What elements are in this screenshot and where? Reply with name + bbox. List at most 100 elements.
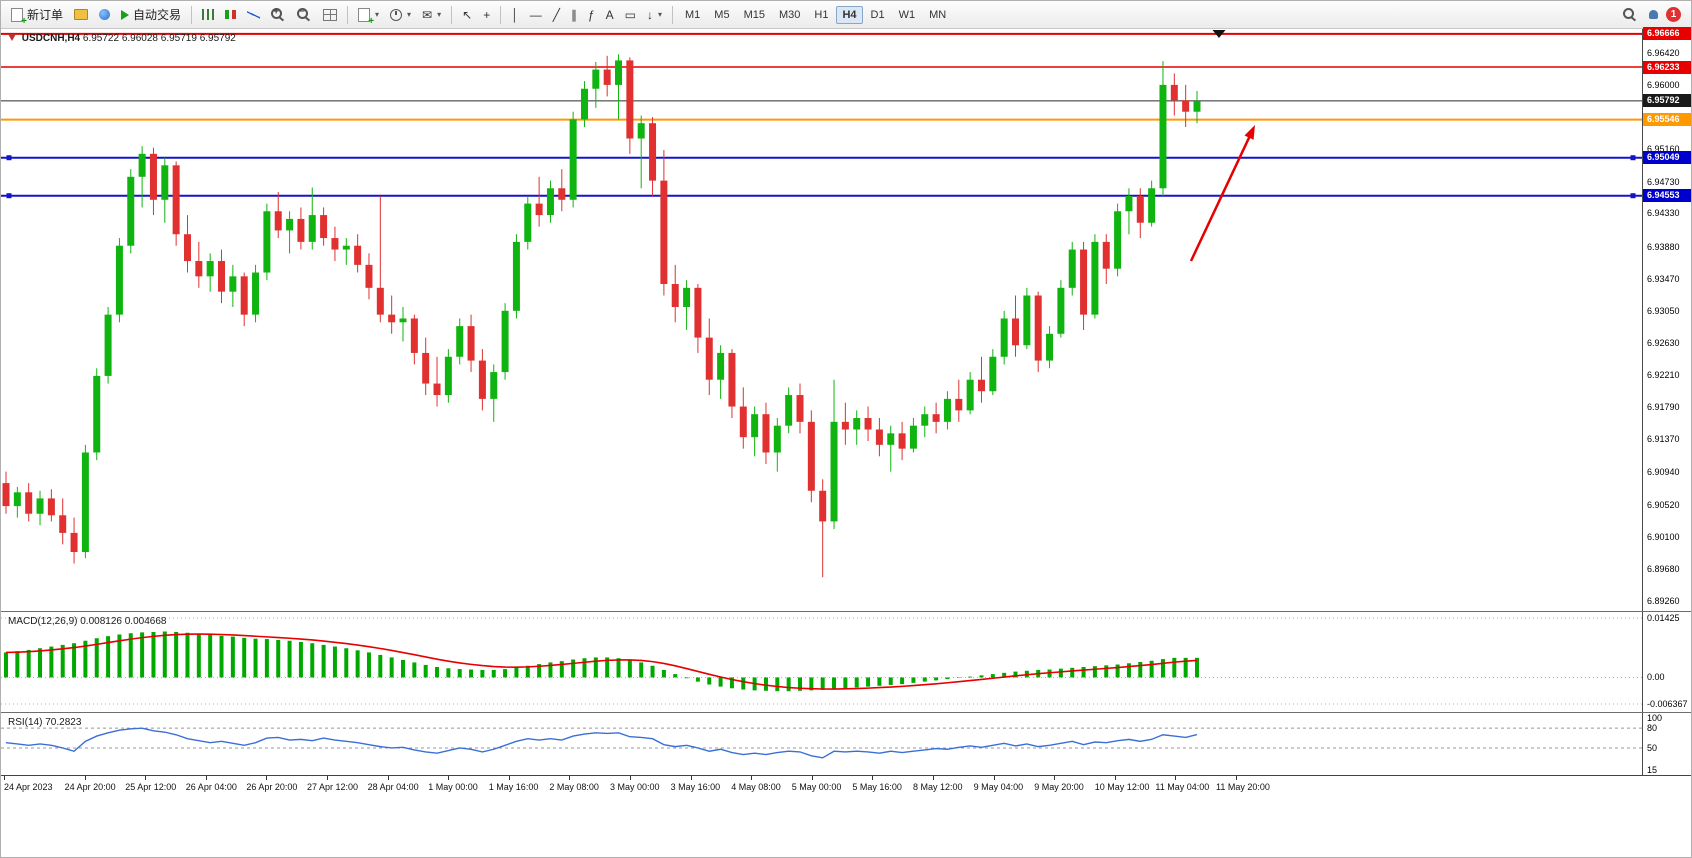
price-tick-label: 6.93050	[1647, 305, 1680, 316]
templates-button[interactable]: ✉ ▾	[417, 3, 446, 26]
macd-main-value: 0.008126	[80, 616, 122, 627]
price-line-badge: 6.96666	[1643, 27, 1691, 41]
timeframe-m30-button[interactable]: M30	[778, 8, 801, 21]
candlestick-chart-button[interactable]	[220, 3, 241, 26]
vertical-line-tool-button[interactable]: │	[506, 3, 524, 26]
line-chart-button[interactable]	[242, 3, 265, 26]
candle-body	[1057, 287, 1065, 334]
trend-arrow-line[interactable]	[1189, 133, 1252, 262]
candle-body	[13, 492, 21, 507]
tile-windows-icon	[323, 8, 338, 21]
timeframe-d1-button[interactable]: D1	[870, 8, 885, 21]
time-label: 11 May 20:00	[1216, 782, 1270, 792]
line-handle[interactable]	[6, 155, 12, 161]
label-tool-button[interactable]: ▭	[620, 3, 641, 26]
candle-body	[1102, 241, 1110, 269]
candle-body	[93, 375, 101, 453]
arrows-tool-button[interactable]: ↓ ▾	[642, 3, 667, 26]
line-handle[interactable]	[1630, 193, 1636, 199]
candle-body	[25, 492, 33, 514]
macd-chart-canvas[interactable]	[1, 612, 1642, 712]
candle-body	[887, 433, 895, 445]
tile-windows-button[interactable]	[318, 3, 342, 26]
candle-body	[717, 352, 725, 380]
timeframe-m15-button[interactable]: M15	[743, 8, 765, 21]
candlestick-icon	[225, 10, 230, 19]
notification-badge[interactable]: 1	[1666, 7, 1681, 22]
rsi-scale-label: 50	[1647, 742, 1658, 753]
rsi-scale[interactable]: 100 80 50 15	[1642, 713, 1691, 775]
bar-chart-button[interactable]	[197, 3, 219, 26]
indicators-button[interactable]: ▾	[353, 3, 384, 27]
time-tick	[690, 776, 692, 780]
timeframe-m1-button[interactable]: M1	[685, 8, 701, 21]
price-tick-label: 6.94730	[1647, 177, 1680, 188]
crosshair-tool-button[interactable]: +	[478, 3, 495, 26]
time-label: 1 May 00:00	[428, 782, 478, 792]
channel-tool-button[interactable]: ∥	[566, 3, 582, 26]
candle-body	[830, 421, 838, 522]
new-order-icon	[11, 7, 27, 27]
candle-body	[1034, 295, 1042, 361]
candle-body	[943, 398, 951, 422]
candle-body	[478, 360, 486, 399]
candle-body	[649, 123, 657, 181]
autotrading-button[interactable]: 自动交易	[116, 3, 186, 26]
price-line-badge: 6.94553	[1643, 189, 1691, 203]
folder-icon	[74, 9, 89, 20]
time-tick	[508, 776, 510, 780]
crosshair-icon: +	[483, 7, 491, 22]
cursor-tool-button[interactable]: ↖	[457, 3, 477, 26]
zoom-in-button[interactable]	[266, 3, 291, 26]
price-chart-canvas[interactable]	[1, 29, 1642, 611]
channel-icon: ∥	[570, 7, 577, 22]
candle-body	[1136, 195, 1144, 223]
profiles-button[interactable]	[69, 3, 93, 26]
line-handle[interactable]	[1630, 155, 1636, 161]
globe-icon	[99, 9, 111, 20]
text-tool-button[interactable]: A	[601, 3, 619, 26]
time-tick	[1175, 776, 1177, 780]
search-button[interactable]	[1618, 3, 1643, 26]
arrow-icon: ↓	[647, 7, 653, 22]
candle-body	[841, 421, 849, 430]
clock-icon	[390, 8, 403, 21]
candle-body	[456, 326, 464, 357]
fibonacci-tool-button[interactable]: ƒ	[583, 3, 600, 26]
time-label: 26 Apr 04:00	[185, 782, 237, 792]
price-tick-label: 6.96420	[1647, 47, 1680, 58]
time-label: 3 May 00:00	[610, 782, 660, 792]
horizontal-line-icon: —	[529, 7, 542, 22]
candle-body	[932, 414, 940, 422]
time-label: 3 May 16:00	[670, 782, 721, 792]
zoom-in-icon	[271, 6, 283, 19]
periods-button[interactable]: ▾	[385, 3, 416, 26]
time-tick	[387, 776, 389, 780]
line-handle[interactable]	[6, 193, 12, 199]
new-order-button[interactable]: 新订单	[6, 3, 68, 27]
timeframe-h1-button[interactable]: H1	[814, 8, 829, 21]
price-tick-label: 6.94330	[1647, 207, 1680, 218]
candle-body	[161, 165, 169, 200]
market-watch-button[interactable]	[94, 3, 115, 26]
rsi-value: 70.2823	[45, 717, 82, 728]
price-scale[interactable]: 6.964206.960006.955806.951606.947306.943…	[1642, 27, 1691, 611]
timeframe-h4-button[interactable]: H4	[836, 5, 863, 24]
price-line-badge: 6.96233	[1643, 60, 1691, 74]
timeframe-m5-button[interactable]: M5	[714, 8, 730, 21]
trendline-tool-button[interactable]: ╱	[548, 3, 565, 26]
zoom-out-button[interactable]	[292, 3, 317, 26]
rsi-chart-canvas[interactable]	[1, 713, 1642, 775]
account-button[interactable]: 1	[1644, 3, 1686, 26]
macd-scale-label: 0.01425	[1647, 613, 1680, 623]
candle-body	[342, 245, 350, 250]
macd-label: MACD(12,26,9)	[8, 616, 78, 627]
timeframe-w1-button[interactable]: W1	[898, 8, 916, 21]
timeframe-mn-button[interactable]: MN	[929, 8, 947, 21]
macd-scale[interactable]: 0.01425 0.00 -0.006367	[1642, 612, 1691, 712]
price-tick-label: 6.91790	[1647, 402, 1680, 413]
time-axis[interactable]: 24 Apr 2023 24 Apr 20:00 25 Apr 12:00 26 Ap…	[1, 776, 1691, 796]
candle-body	[47, 498, 55, 516]
horizontal-line-tool-button[interactable]: —	[525, 3, 547, 26]
candle-body	[252, 272, 260, 315]
